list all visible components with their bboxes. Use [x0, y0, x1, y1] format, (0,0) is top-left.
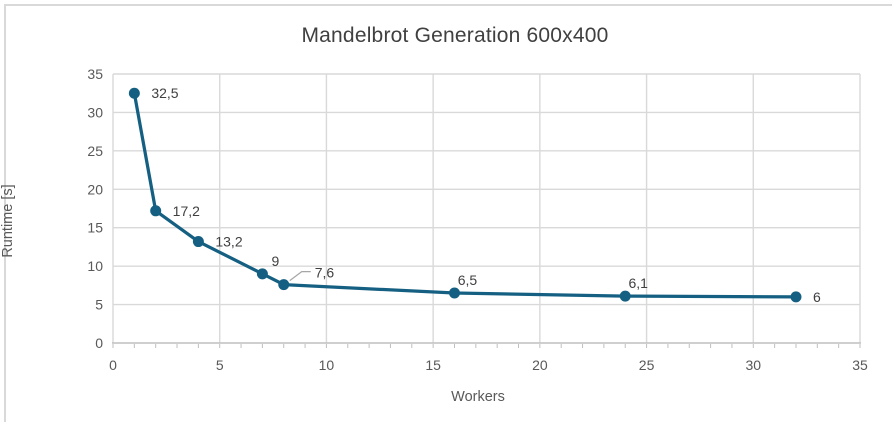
x-tick-label: 5: [216, 357, 224, 373]
chart-title: Mandelbrot Generation 600x400: [301, 24, 609, 47]
y-tick-label: 35: [87, 66, 103, 82]
data-label: 17,2: [173, 203, 200, 219]
data-point-marker: [192, 236, 204, 248]
data-label: 6,5: [458, 272, 478, 288]
data-label: 9: [272, 253, 280, 269]
data-label: 32,5: [151, 85, 178, 101]
data-point-marker: [150, 205, 162, 217]
data-point-marker: [278, 279, 290, 291]
data-point-marker: [128, 87, 140, 99]
y-tick-label: 20: [87, 181, 103, 197]
data-label: 6,1: [628, 275, 648, 291]
leader-line: [289, 270, 311, 282]
y-axis-title: Runtime [s]: [0, 184, 16, 258]
y-tick-label: 0: [95, 335, 103, 351]
y-tick-label: 25: [87, 143, 103, 159]
y-tick-label: 30: [87, 104, 103, 120]
data-label: 13,2: [215, 234, 242, 250]
data-label: 6: [813, 289, 821, 305]
x-tick-label: 10: [319, 357, 335, 373]
x-tick-label: 15: [425, 357, 441, 373]
data-point-marker: [256, 268, 268, 280]
y-tick-label: 5: [95, 297, 103, 313]
data-point-marker: [790, 291, 802, 303]
y-tick-label: 10: [87, 258, 103, 274]
data-point-marker: [448, 287, 460, 299]
x-axis-title: Workers: [451, 389, 505, 405]
x-tick-label: 35: [852, 357, 868, 373]
y-tick-label: 15: [87, 220, 103, 236]
x-tick-label: 25: [639, 357, 655, 373]
x-tick-label: 30: [745, 357, 761, 373]
series-line: [132, 91, 798, 299]
x-tick-label: 20: [532, 357, 548, 373]
x-tick-label: 0: [109, 357, 117, 373]
data-label: 7,6: [315, 265, 335, 281]
data-point-marker: [619, 290, 631, 302]
